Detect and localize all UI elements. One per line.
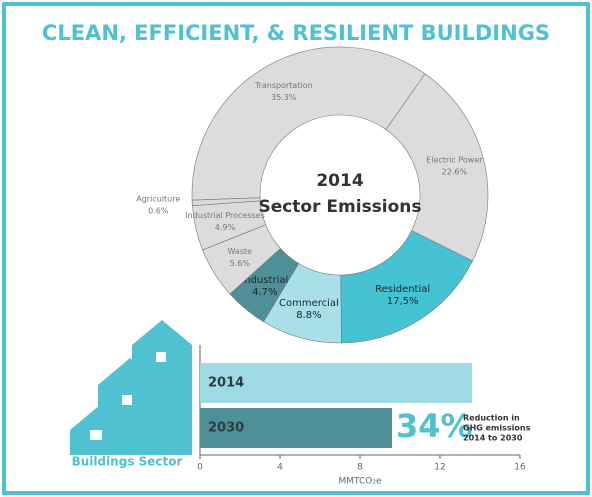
- segment-value: 4.9%: [215, 223, 236, 232]
- annotation-text: 2014 to 2030: [463, 434, 523, 443]
- donut-segment: [191, 46, 426, 201]
- bar: [200, 363, 472, 403]
- segment-value: 0.6%: [148, 206, 169, 215]
- segment-label: Agriculture: [136, 194, 180, 203]
- houses-icon: [70, 320, 192, 455]
- donut-title: Sector Emissions: [258, 197, 421, 217]
- annotation-value: 34%: [396, 407, 473, 445]
- segment-value: 8.8%: [296, 310, 321, 321]
- segment-label: Electric Power: [426, 155, 483, 164]
- x-tick-label: 8: [357, 463, 363, 473]
- segment-value: 4.7%: [252, 287, 277, 298]
- donut-segment: [340, 230, 473, 344]
- x-tick-label: 16: [514, 463, 526, 473]
- x-tick-label: 4: [277, 463, 283, 473]
- segment-value: 35.3%: [271, 93, 297, 102]
- segment-value: 17,5%: [387, 296, 419, 307]
- annotation-text: Reduction in: [463, 414, 520, 423]
- segment-label: Commercial: [279, 298, 339, 309]
- segment-label: Transportation: [254, 81, 313, 90]
- segment-value: 22.6%: [442, 167, 468, 176]
- segment-label: Industrial Processes: [185, 211, 265, 220]
- donut-segment: [385, 73, 489, 262]
- segment-label: Waste: [228, 247, 253, 256]
- donut-title: 2014: [316, 171, 363, 191]
- annotation-text: GHG emissions: [463, 424, 531, 433]
- bar-label: 2014: [208, 376, 244, 391]
- donut-segment: [191, 197, 261, 207]
- bar-label: 2030: [208, 421, 244, 436]
- bar: [200, 408, 392, 448]
- segment-label: Industrial: [241, 275, 288, 286]
- segment-label: Residential: [375, 284, 430, 295]
- title: CLEAN, EFFICIENT, & RESILIENT BUILDINGS: [42, 21, 550, 45]
- badge-label: Buildings Sector: [72, 455, 183, 469]
- x-tick-label: 12: [434, 463, 445, 473]
- x-tick-label: 0: [197, 463, 203, 473]
- x-axis-label: MMTCO₂e: [338, 477, 381, 487]
- segment-value: 5.6%: [230, 259, 251, 268]
